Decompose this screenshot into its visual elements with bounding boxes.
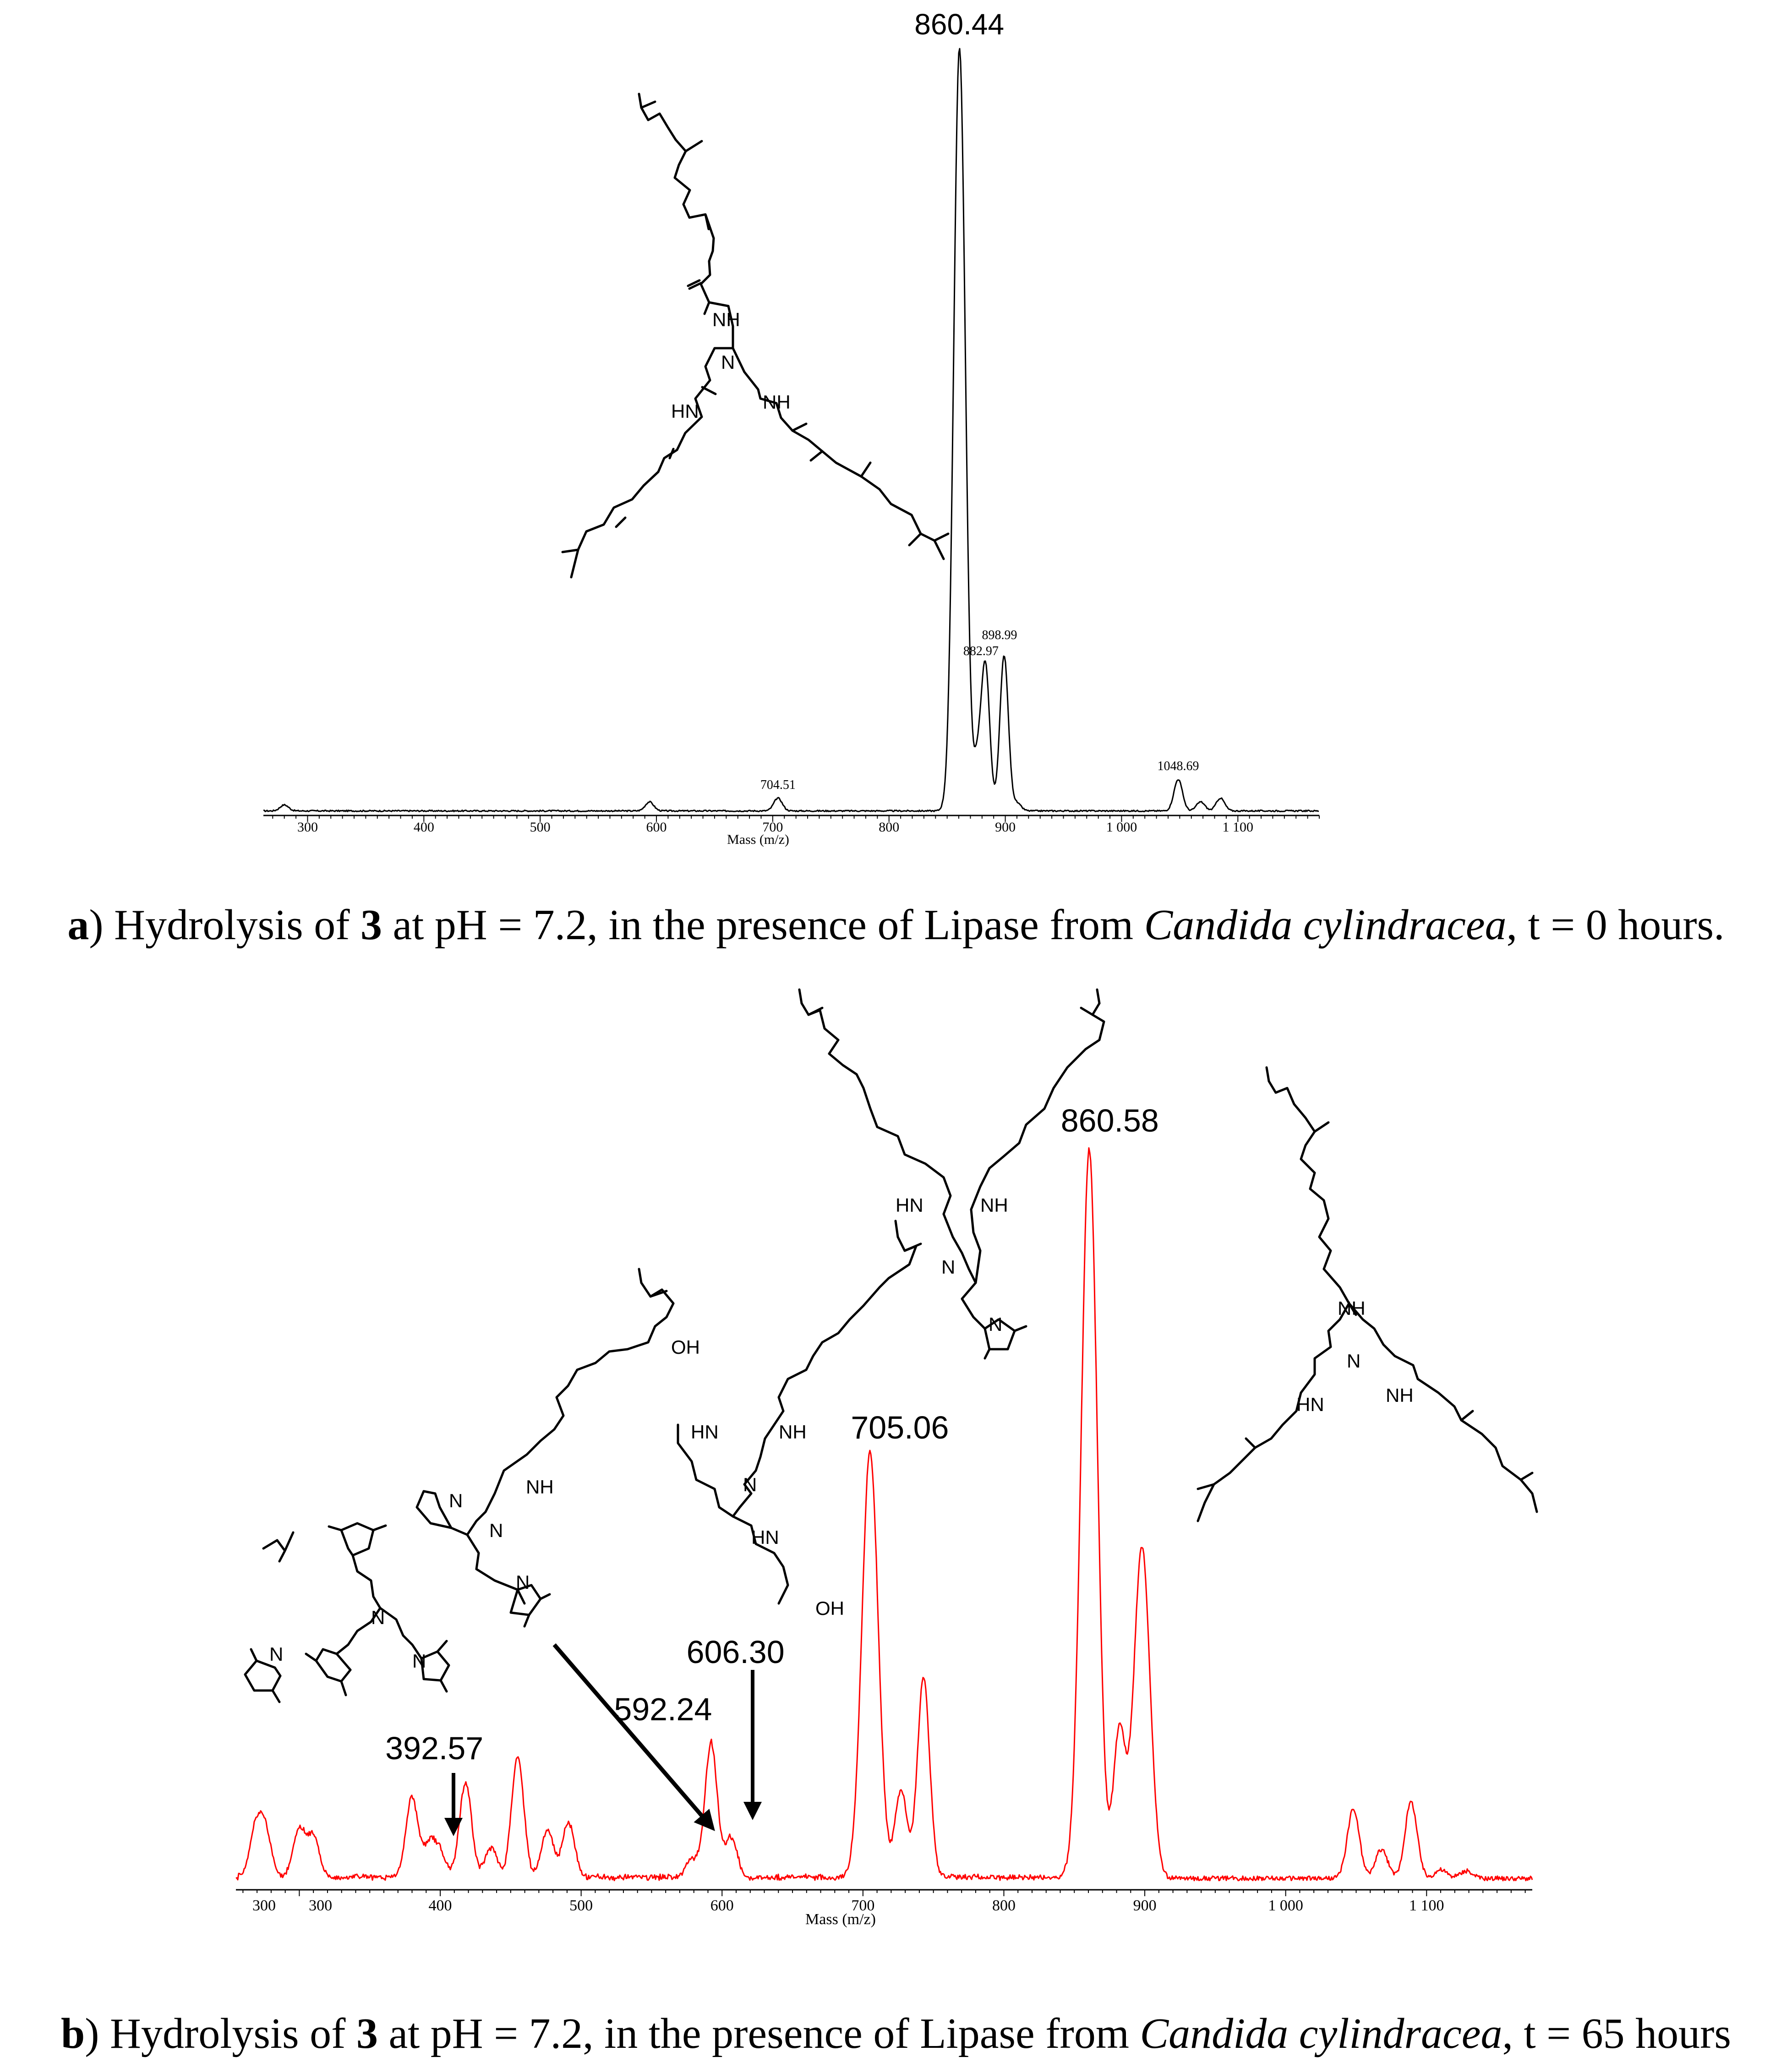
- svg-text:N: N: [941, 1256, 955, 1278]
- x-tick-label: 800: [992, 1897, 1016, 1914]
- molecule-atom-labels-b2: NH N N N: [449, 1476, 554, 1593]
- molecule-structure-a: [561, 93, 950, 579]
- svg-text:HN: HN: [1296, 1394, 1324, 1415]
- x-tick-label: 400: [429, 1897, 452, 1914]
- peak-label: 606.30: [687, 1634, 785, 1670]
- molecule-structure-b5: [1196, 1066, 1538, 1522]
- svg-text:NH: NH: [763, 391, 791, 413]
- x-tick-label: 400: [414, 820, 434, 835]
- caption-a-compound: 3: [361, 901, 382, 949]
- svg-text:N: N: [449, 1490, 463, 1511]
- molecule-atom-labels-b4: HN NH N N: [896, 1194, 1008, 1335]
- svg-text:N: N: [412, 1650, 426, 1672]
- molecule-atom-labels-a: NH N HN NH: [671, 309, 791, 422]
- peak-label: 898.99: [982, 628, 1017, 642]
- svg-text:OH: OH: [815, 1598, 844, 1619]
- x-tick-label: 500: [530, 820, 551, 835]
- svg-text:OH: OH: [671, 1336, 700, 1358]
- caption-b-text2: at pH = 7.2, in the presence of Lipase f…: [377, 2010, 1140, 2057]
- caption-a: a) Hydrolysis of 3 at pH = 7.2, in the p…: [0, 900, 1792, 950]
- molecule-atom-labels-b5: NH N HN NH: [1296, 1297, 1414, 1415]
- caption-a-species: Candida cylindracea: [1144, 901, 1507, 949]
- svg-text:N: N: [371, 1607, 385, 1628]
- x-tick-label: 700: [851, 1897, 874, 1914]
- caption-b: b) Hydrolysis of 3 at pH = 7.2, in the p…: [0, 2009, 1792, 2058]
- spectrum-panel-a: 300 400 500 600 700 800 900 1 000 1 100 Mass (m/…: [263, 8, 1320, 847]
- peak-label: 392.57: [385, 1730, 483, 1766]
- x-tick-label: 1 000: [1268, 1897, 1303, 1914]
- x-tick-label: 800: [879, 820, 899, 835]
- peak-label: 882.97: [963, 644, 999, 658]
- x-tick-label: 300: [297, 820, 318, 835]
- arrow-to-592: [552, 1643, 715, 1831]
- peak-label: 860.44: [914, 8, 1004, 41]
- molecule-structure-b3: [677, 1220, 922, 1605]
- svg-text:NH: NH: [526, 1476, 554, 1498]
- peak-label: 1048.69: [1158, 759, 1199, 773]
- molecule-atom-labels-b3: OH HN NH N HN OH: [671, 1336, 844, 1619]
- spectrum-panel-b: 300 300 400 500 600 700 800 900 1 000 1 100 Mass …: [235, 988, 1538, 1928]
- x-axis-a: 300 400 500 600 700 800 900 1 000 1 100: [263, 815, 1320, 835]
- spectrum-trace-b: [235, 1147, 1533, 1882]
- svg-text:NH: NH: [1386, 1384, 1414, 1406]
- x-tick-label: 900: [1133, 1897, 1157, 1914]
- svg-text:HN: HN: [671, 400, 699, 422]
- svg-text:N: N: [516, 1571, 530, 1593]
- caption-b-species: Candida cylindracea: [1140, 2010, 1502, 2057]
- molecule-structure-b4: [798, 988, 1105, 1360]
- molecule-structure-b2: [415, 1268, 675, 1628]
- x-tick-label: 1 100: [1223, 820, 1254, 835]
- svg-text:N: N: [721, 351, 735, 373]
- caption-b-compound: 3: [356, 2010, 378, 2057]
- x-tick-label: 1 000: [1106, 820, 1137, 835]
- x-tick-label: 500: [569, 1897, 593, 1914]
- caption-b-text1: ) Hydrolysis of: [85, 2010, 356, 2057]
- svg-text:N: N: [989, 1313, 1002, 1335]
- x-axis-b: 300 300 400 500 600 700 800 900 1 000 1 100: [236, 1889, 1532, 1914]
- svg-text:HN: HN: [751, 1526, 779, 1548]
- peak-label: 592.24: [614, 1691, 712, 1727]
- peak-label: 705.06: [851, 1410, 949, 1445]
- svg-text:NH: NH: [779, 1421, 807, 1443]
- svg-text:N: N: [743, 1474, 757, 1495]
- svg-text:NH: NH: [980, 1194, 1008, 1216]
- caption-b-letter: b: [60, 2010, 85, 2057]
- x-tick-label: 300: [309, 1897, 332, 1914]
- svg-text:HN: HN: [896, 1194, 923, 1216]
- svg-text:N: N: [1347, 1350, 1360, 1372]
- x-axis-label-b: Mass (m/z): [805, 1911, 876, 1928]
- peak-label: 704.51: [760, 778, 796, 792]
- peak-label: 860.58: [1061, 1103, 1159, 1138]
- x-tick-label: 900: [995, 820, 1016, 835]
- x-tick-label: 600: [646, 820, 667, 835]
- x-axis-label-a: Mass (m/z): [727, 832, 789, 847]
- x-tick-label: 1 100: [1409, 1897, 1444, 1914]
- svg-text:NH: NH: [712, 309, 740, 330]
- svg-text:N: N: [269, 1643, 283, 1665]
- svg-text:HN: HN: [691, 1421, 719, 1443]
- x-tick-label: 300: [252, 1897, 276, 1914]
- molecule-atom-labels-b1: N N N: [269, 1607, 426, 1672]
- x-tick-label: 700: [762, 820, 783, 835]
- svg-text:NH: NH: [1338, 1297, 1366, 1319]
- caption-b-text3: , t = 65 hours: [1502, 2010, 1732, 2057]
- molecule-structure-b1: [244, 1522, 450, 1703]
- caption-a-text3: , t = 0 hours.: [1506, 901, 1725, 949]
- spectrum-trace-a: [263, 48, 1319, 812]
- caption-a-text1: ) Hydrolysis of: [89, 901, 361, 949]
- svg-text:N: N: [489, 1520, 503, 1541]
- caption-a-text2: at pH = 7.2, in the presence of Lipase f…: [382, 901, 1144, 949]
- x-tick-label: 600: [710, 1897, 734, 1914]
- caption-a-letter: a: [67, 901, 89, 949]
